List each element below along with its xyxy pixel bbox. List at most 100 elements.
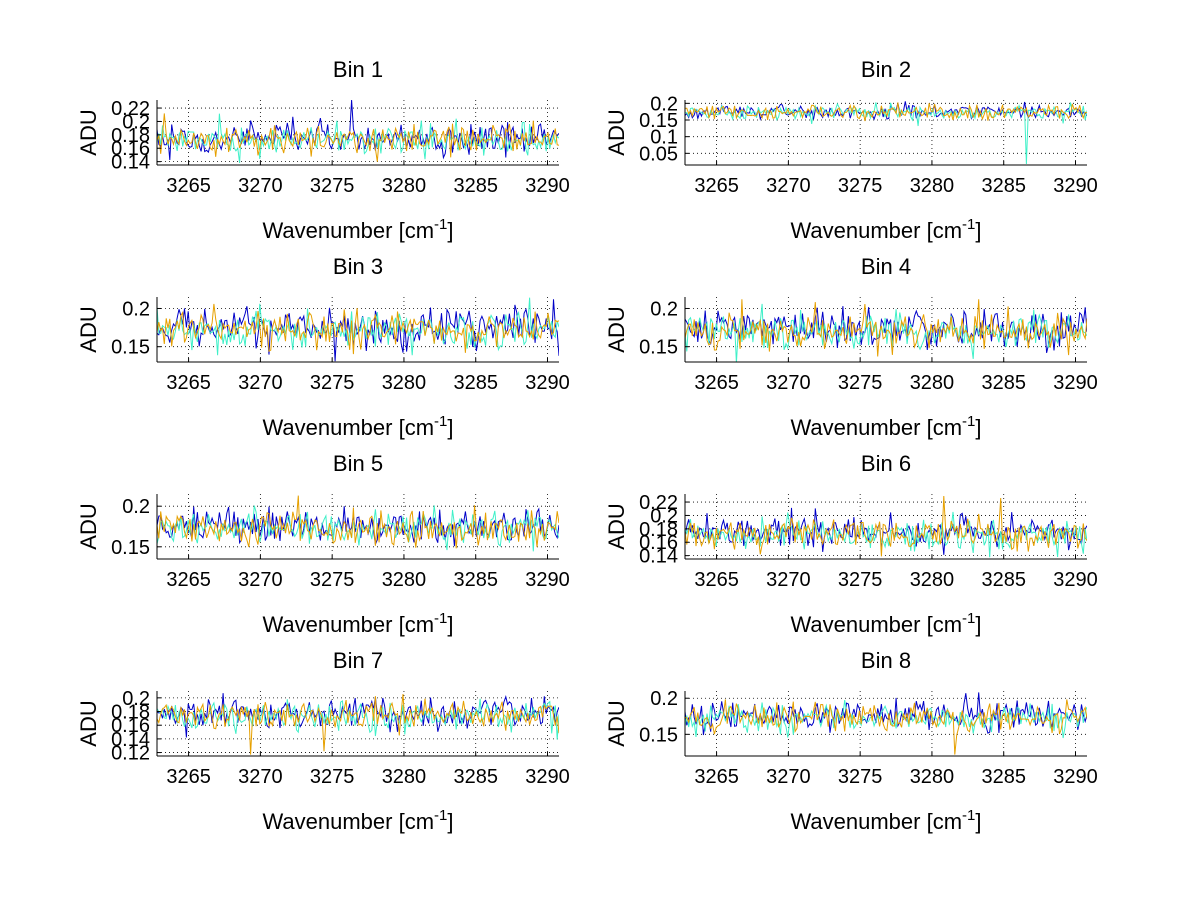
y-tick-label: 0.2 <box>122 688 150 710</box>
x-tick-label: 3285 <box>981 569 1026 591</box>
y-tick-label: 0.15 <box>639 110 678 132</box>
x-axis-label-text: Wavenumber [cm <box>790 218 962 243</box>
y-axis-label: ADU <box>76 109 101 155</box>
y-tick-label: 0.2 <box>650 298 678 320</box>
x-axis-label-superscript: -1 <box>962 610 975 627</box>
y-tick-label: 0.2 <box>650 93 678 115</box>
y-tick-label: 0.14 <box>111 152 150 174</box>
chart-title: Bin 1 <box>333 57 383 82</box>
x-tick-label: 3290 <box>525 569 570 591</box>
x-tick-label: 3270 <box>766 175 811 197</box>
x-tick-label: 3275 <box>310 766 355 788</box>
x-tick-label: 3275 <box>310 569 355 591</box>
x-tick-label: 3265 <box>694 766 739 788</box>
series-line-orange <box>685 495 1087 557</box>
x-axis-label: Wavenumber [cm-1] <box>262 413 453 440</box>
x-tick-label: 3275 <box>838 372 883 394</box>
y-tick-label: 0.22 <box>639 492 678 514</box>
x-axis-label-text: Wavenumber [cm <box>790 809 962 834</box>
chart-title: Bin 5 <box>333 451 383 476</box>
x-tick-label: 3285 <box>453 569 498 591</box>
x-axis-label-superscript: -1 <box>434 610 447 627</box>
x-axis-label-superscript: -1 <box>434 413 447 430</box>
x-tick-label: 3290 <box>1053 766 1098 788</box>
x-tick-label: 3285 <box>453 766 498 788</box>
y-axis-label: ADU <box>604 306 629 352</box>
plot-area <box>157 100 559 165</box>
y-tick-label: 0.18 <box>111 702 150 724</box>
series-line-cyan <box>157 113 559 164</box>
x-tick-label: 3280 <box>910 569 955 591</box>
y-tick-label: 0.15 <box>111 337 150 359</box>
x-axis-label: Wavenumber [cm-1] <box>262 610 453 637</box>
chart-title: Bin 4 <box>861 254 911 279</box>
chart-title: Bin 3 <box>333 254 383 279</box>
x-tick-label: 3275 <box>310 372 355 394</box>
x-tick-label: 3285 <box>981 372 1026 394</box>
x-axis-label-end: ] <box>975 415 981 440</box>
x-tick-label: 3275 <box>838 175 883 197</box>
x-tick-label: 3270 <box>766 766 811 788</box>
x-axis-label-text: Wavenumber [cm <box>790 612 962 637</box>
x-tick-label: 3265 <box>166 569 211 591</box>
x-axis-label-text: Wavenumber [cm <box>262 612 434 637</box>
series-line-orange <box>685 699 1087 755</box>
subplot-7: 3265 3270 3275 3280 3285 3290 0.120.140.160.18… <box>76 648 570 834</box>
x-tick-label: 3290 <box>1053 372 1098 394</box>
x-tick-label: 3285 <box>981 175 1026 197</box>
x-axis-label-superscript: -1 <box>434 216 447 233</box>
x-axis-label: Wavenumber [cm-1] <box>790 413 981 440</box>
subplot-4: 3265 3270 3275 3280 3285 3290 0.15 0.2 Bin 4 Wave… <box>604 254 1098 440</box>
x-axis-label: Wavenumber [cm-1] <box>790 216 981 243</box>
subplot-5: 3265 3270 3275 3280 3285 3290 0.15 0.2 Bin 5 Wave… <box>76 451 570 637</box>
x-tick-label: 3285 <box>981 766 1026 788</box>
x-tick-label: 3280 <box>910 372 955 394</box>
x-axis-label-end: ] <box>447 218 453 243</box>
x-tick-label: 3270 <box>766 569 811 591</box>
y-axis-label: ADU <box>604 503 629 549</box>
y-tick-label: 0.22 <box>111 98 150 120</box>
x-tick-label: 3270 <box>238 175 283 197</box>
x-tick-label: 3265 <box>166 372 211 394</box>
x-tick-label: 3265 <box>694 569 739 591</box>
y-tick-label: 0.16 <box>111 715 150 737</box>
y-tick-label: 0.2 <box>122 298 150 320</box>
y-tick-label: 0.15 <box>111 537 150 559</box>
x-tick-label: 3290 <box>525 372 570 394</box>
chart-title: Bin 7 <box>333 648 383 673</box>
y-tick-label: 0.15 <box>639 724 678 746</box>
chart-title: Bin 8 <box>861 648 911 673</box>
subplot-1: 3265 3270 3275 3280 3285 3290 0.140.160.180.20… <box>76 57 570 243</box>
y-tick-label: 0.2 <box>122 111 150 133</box>
y-tick-label: 0.2 <box>122 496 150 518</box>
x-axis-label-end: ] <box>975 809 981 834</box>
x-tick-label: 3270 <box>766 372 811 394</box>
x-axis-label-text: Wavenumber [cm <box>790 415 962 440</box>
x-axis-label-superscript: -1 <box>434 807 447 824</box>
x-axis-label: Wavenumber [cm-1] <box>790 610 981 637</box>
subplot-3: 3265 3270 3275 3280 3285 3290 0.15 0.2 Bin 3 Wave… <box>76 254 570 440</box>
x-tick-label: 3275 <box>838 766 883 788</box>
y-axis-label: ADU <box>76 700 101 746</box>
x-axis-label: Wavenumber [cm-1] <box>262 216 453 243</box>
x-axis-label-end: ] <box>447 612 453 637</box>
x-tick-label: 3285 <box>453 372 498 394</box>
series-line-orange <box>157 303 559 355</box>
x-axis-label-text: Wavenumber [cm <box>262 809 434 834</box>
series-line-orange <box>685 299 1087 357</box>
y-tick-label: 0.12 <box>111 743 150 765</box>
x-tick-label: 3290 <box>525 766 570 788</box>
x-axis-label-superscript: -1 <box>962 807 975 824</box>
chart-title: Bin 2 <box>861 57 911 82</box>
x-axis-label-end: ] <box>975 218 981 243</box>
y-tick-label: 0.15 <box>639 337 678 359</box>
y-tick-label: 0.05 <box>639 143 678 165</box>
x-tick-label: 3285 <box>453 175 498 197</box>
series-line-cyan <box>685 303 1087 362</box>
chart-title: Bin 6 <box>861 451 911 476</box>
y-tick-label: 0.18 <box>111 125 150 147</box>
y-axis-label: ADU <box>76 503 101 549</box>
x-tick-label: 3280 <box>382 766 427 788</box>
y-axis-label: ADU <box>604 700 629 746</box>
